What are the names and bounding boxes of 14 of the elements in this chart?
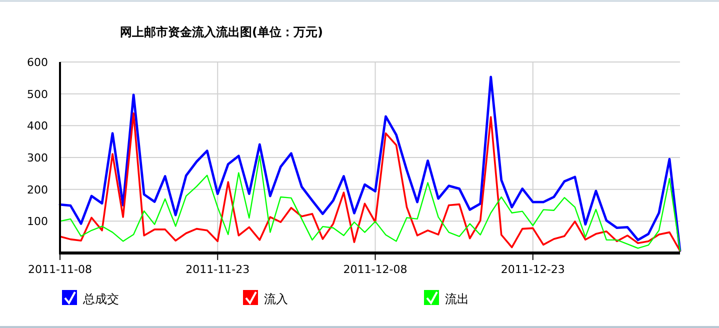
chart-title: 网上邮市资金流入流出图(单位：万元) (120, 25, 323, 39)
y-tick-label: 300 (27, 152, 48, 164)
y-tick-label: 200 (27, 183, 48, 196)
x-tick-label: 2011-11-08 (28, 263, 92, 276)
legend-label: 流出 (445, 292, 469, 306)
y-tick-label: 500 (27, 88, 48, 101)
y-tick-label: 600 (27, 56, 48, 69)
y-tick-label: 100 (27, 215, 48, 228)
x-tick-label: 2011-12-23 (500, 263, 565, 276)
x-tick-label: 2011-11-23 (186, 263, 250, 276)
x-tick-label: 2011-12-08 (343, 263, 408, 276)
legend-label: 总成交 (82, 292, 119, 306)
y-tick-label: 400 (27, 120, 48, 133)
legend-label: 流入 (264, 292, 288, 306)
